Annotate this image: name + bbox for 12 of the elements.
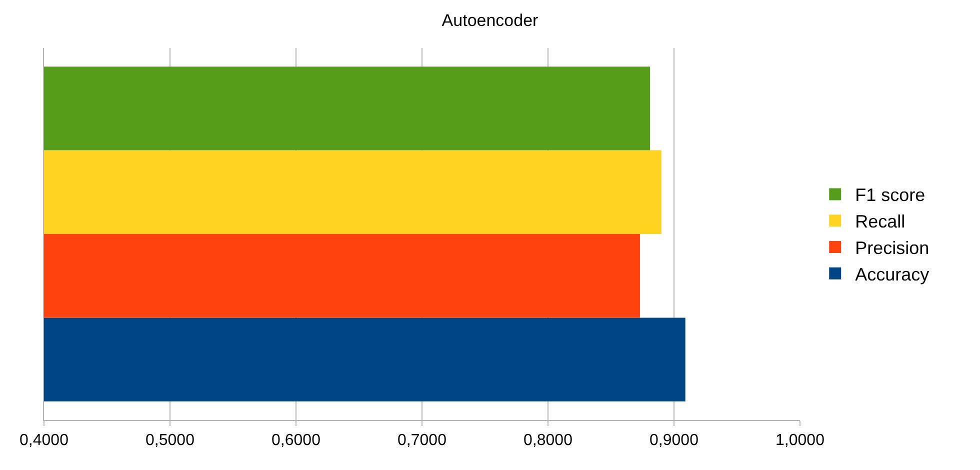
x-tick-label: 0,7000 — [398, 432, 447, 450]
legend-label: Precision — [855, 238, 930, 258]
x-tick-label: 0,4000 — [20, 432, 69, 450]
x-tick-label: 0,8000 — [524, 432, 573, 450]
legend-label: F1 score — [855, 185, 926, 206]
x-tick-label: 0,5000 — [146, 432, 195, 450]
x-tick-label: 0,9000 — [650, 432, 699, 450]
x-tick-label: 1,0000 — [776, 432, 825, 450]
x-tick-label: 0,6000 — [272, 432, 321, 450]
chart-title: Autoencoder — [442, 11, 539, 30]
legend-label: Recall — [855, 212, 906, 232]
legend-label: Accuracy — [855, 264, 930, 284]
